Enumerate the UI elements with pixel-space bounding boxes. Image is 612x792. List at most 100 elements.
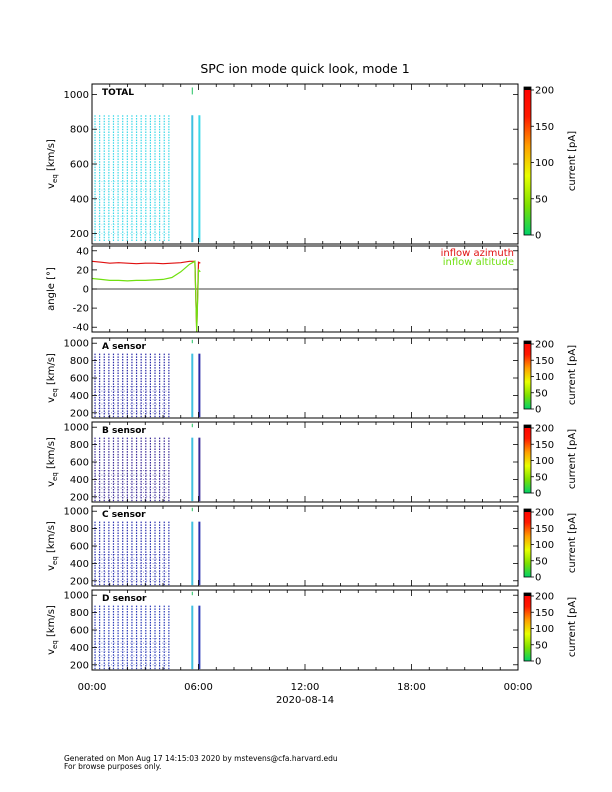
y-tick-label-3: 20 [76,265,89,276]
y-label-sub: eq [51,556,59,565]
panel-label: TOTAL [102,88,134,98]
y-label-sub: eq [51,388,59,397]
y-label-main: v [46,565,57,571]
y-label-main: v [46,397,57,403]
legend-entry-1: inflow altitude [443,257,514,268]
y-tick-label-2: 600 [70,542,89,553]
x-date-label: 2020-08-14 [276,695,334,706]
colorbar-tick-label-2: 100 [535,158,554,169]
y-tick-label-4: 1000 [64,423,89,434]
colorbar-label: current [pA] [567,131,578,191]
panel-frame [91,589,519,671]
colorbar-tick-label-0: 0 [535,231,541,242]
y-tick-label-2: 0 [83,285,89,296]
y-label-unit: [km/s] [46,437,57,472]
x-tick-label-3: 18:00 [397,682,426,693]
y-tick-label-1: 400 [70,391,89,402]
y-axis-label: veq [km/s] [46,521,59,571]
y-tick-label-0: 200 [70,576,89,587]
y-tick-label-0: 200 [70,492,89,503]
colorbar-tick-label-3: 150 [535,524,554,535]
panel-frame [91,337,519,419]
panel-label: D sensor [102,594,147,604]
colorbar-label: current [pA] [567,345,578,405]
y-label-unit: [km/s] [46,139,57,174]
colorbar [523,508,532,578]
colorbar-tick-label-2: 100 [535,456,554,467]
y-label-unit: [km/s] [46,521,57,556]
y-tick-label-4: 1000 [64,90,89,101]
y-axis-label: veq [km/s] [46,353,59,403]
colorbar [523,592,532,662]
y-tick-label-1: 400 [70,643,89,654]
colorbar-label: current [pA] [567,597,578,657]
colorbar-top-cap [524,341,531,344]
y-tick-label-2: 600 [70,626,89,637]
y-label-unit: [km/s] [46,353,57,388]
colorbar-label: current [pA] [567,429,578,489]
colorbar-tick-label-1: 50 [535,194,548,205]
colorbar-tick-label-0: 0 [535,573,541,584]
y-label-sub: eq [51,640,59,649]
y-label-main: v [46,481,57,487]
colorbar [523,340,532,410]
x-tick-label-0: 00:00 [78,682,107,693]
y-axis-label: veq [km/s] [46,139,59,189]
colorbar [523,86,532,236]
y-tick-label-3: 800 [70,608,89,619]
panel-label: C sensor [102,510,146,520]
panel-label: B sensor [102,426,146,436]
colorbar-tick-label-2: 100 [535,540,554,551]
colorbar-label: current [pA] [567,513,578,573]
series-line-0 [91,260,201,333]
y-tick-label-4: 40 [76,246,89,257]
y-tick-label-1: -20 [73,304,89,315]
colorbar-top-cap [524,425,531,428]
colorbar-tick-label-3: 150 [535,122,554,133]
y-tick-label-4: 1000 [64,507,89,518]
panel-frame [91,245,519,333]
y-tick-label-4: 1000 [64,591,89,602]
colorbar-tick-label-1: 50 [535,472,548,483]
y-axis-label: veq [km/s] [46,437,59,487]
panel-frame [91,421,519,503]
x-tick-label-2: 12:00 [291,682,320,693]
y-tick-label-3: 800 [70,440,89,451]
y-tick-label-2: 600 [70,458,89,469]
colorbar-tick-label-3: 150 [535,608,554,619]
y-label-sub: eq [51,174,59,183]
panel-label: A sensor [102,342,147,352]
colorbar-tick-label-4: 200 [535,508,554,519]
panel-frame [91,505,519,587]
y-label-sub: eq [51,472,59,481]
colorbar-tick-label-2: 100 [535,372,554,383]
colorbar-tick-label-4: 200 [535,424,554,435]
colorbar-top-cap [524,87,531,90]
colorbar-tick-label-1: 50 [535,388,548,399]
y-label-main: v [46,649,57,655]
legend-entry-0: inflow azimuth [441,248,514,259]
time-axis: 00:00 06:00 12:00 18:00 00:00 2020-08-14 [78,682,533,706]
footer-browse-line: For browse purposes only. [64,762,162,771]
y-label-unit: [km/s] [46,605,57,640]
colorbar-top-cap [524,593,531,596]
colorbar-top-cap [524,509,531,512]
y-tick-label-0: -40 [73,323,89,334]
colorbar-tick-label-1: 50 [535,640,548,651]
colorbar-tick-label-0: 0 [535,489,541,500]
y-tick-label-2: 600 [70,160,89,171]
y-tick-label-3: 800 [70,524,89,535]
y-tick-label-4: 1000 [64,339,89,350]
figure-title: SPC ion mode quick look, mode 1 [200,61,409,76]
y-tick-label-3: 800 [70,125,89,136]
y-tick-label-2: 600 [70,374,89,385]
colorbar [523,424,532,494]
colorbar-tick-label-0: 0 [535,405,541,416]
y-tick-label-0: 200 [70,660,89,671]
y-axis-label: angle [°] [46,267,57,311]
colorbar-tick-label-3: 150 [535,440,554,451]
panel-frame [91,83,519,245]
